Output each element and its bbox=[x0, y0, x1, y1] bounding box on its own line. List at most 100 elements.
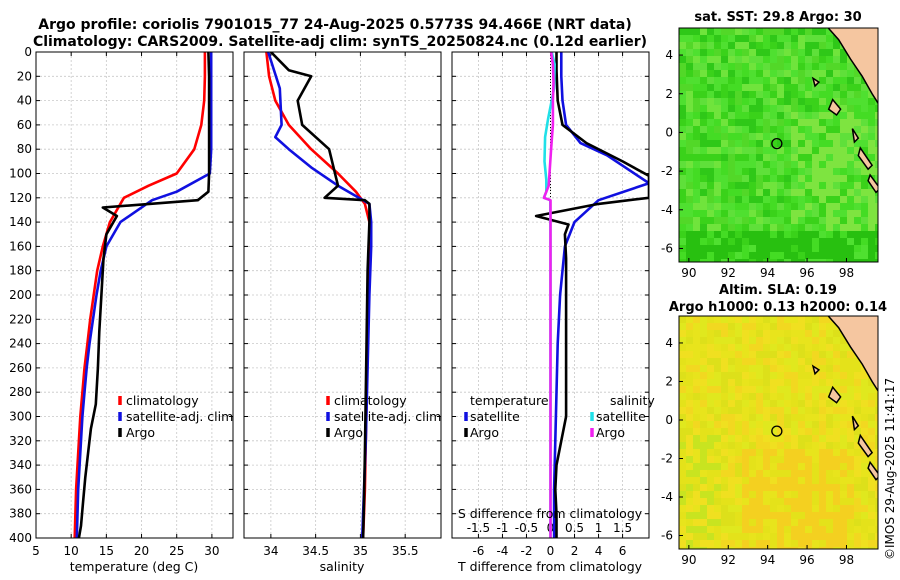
map-cell bbox=[700, 161, 708, 169]
map-cell bbox=[861, 147, 869, 155]
map-cell bbox=[700, 540, 708, 548]
map-cell bbox=[763, 316, 771, 324]
land-coastline bbox=[827, 28, 878, 105]
map-cell bbox=[805, 526, 813, 534]
map-cell bbox=[861, 210, 869, 218]
map-cell bbox=[791, 316, 799, 324]
map-cell bbox=[798, 337, 806, 345]
temperature-xlabel: temperature (deg C) bbox=[70, 559, 199, 574]
map-cell bbox=[819, 484, 827, 492]
map-cell bbox=[805, 70, 813, 78]
map-cell bbox=[735, 112, 743, 120]
map-cell bbox=[805, 112, 813, 120]
map-cell bbox=[686, 210, 694, 218]
map-cell bbox=[805, 456, 813, 464]
map-cell bbox=[721, 337, 729, 345]
map-cell bbox=[707, 512, 715, 520]
map-cell bbox=[693, 133, 701, 141]
map-cell bbox=[770, 63, 778, 71]
map-cell bbox=[721, 547, 729, 549]
map-cell bbox=[861, 119, 869, 127]
lon-tick-label: 90 bbox=[681, 553, 696, 567]
map-cell bbox=[693, 393, 701, 401]
map-cell bbox=[693, 42, 701, 50]
map-cell bbox=[770, 386, 778, 394]
map-cell bbox=[770, 119, 778, 127]
map-cell bbox=[714, 245, 722, 253]
map-cell bbox=[840, 358, 848, 366]
map-cell bbox=[770, 196, 778, 204]
map-cell bbox=[756, 393, 764, 401]
map-cell bbox=[805, 358, 813, 366]
map-cell bbox=[826, 77, 834, 85]
map-cell bbox=[840, 540, 848, 548]
map-cell bbox=[805, 400, 813, 408]
map-cell bbox=[749, 182, 757, 190]
map-cell bbox=[784, 252, 792, 260]
map-cell bbox=[679, 365, 687, 373]
map-cell bbox=[861, 98, 869, 106]
map-cell bbox=[721, 456, 729, 464]
map-cell bbox=[777, 245, 785, 253]
map-cell bbox=[749, 98, 757, 106]
map-cell bbox=[707, 182, 715, 190]
map-cell bbox=[756, 210, 764, 218]
map-cell bbox=[742, 463, 750, 471]
island bbox=[811, 76, 821, 88]
map-cell bbox=[735, 133, 743, 141]
map-cell bbox=[819, 175, 827, 183]
map-cell bbox=[749, 442, 757, 450]
depth-tick-label: 280 bbox=[9, 385, 32, 399]
map-cell bbox=[763, 491, 771, 499]
map-cell bbox=[784, 217, 792, 225]
map-cell bbox=[819, 56, 827, 64]
map-cell bbox=[812, 147, 820, 155]
map-cell bbox=[875, 175, 878, 183]
map-cell bbox=[721, 147, 729, 155]
map-cell bbox=[756, 217, 764, 225]
map-cell bbox=[749, 35, 757, 43]
map-cell bbox=[798, 484, 806, 492]
map-cell bbox=[721, 498, 729, 506]
map-cell bbox=[707, 463, 715, 471]
lon-tick-label: 94 bbox=[760, 266, 775, 280]
map-cell bbox=[714, 477, 722, 485]
map-cell bbox=[686, 63, 694, 71]
map-cell bbox=[735, 498, 743, 506]
legend-label: satellite bbox=[596, 409, 646, 424]
map-cell bbox=[735, 105, 743, 113]
x-tick-label: 5 bbox=[32, 544, 40, 558]
map-cell bbox=[693, 505, 701, 513]
map-cell bbox=[847, 526, 855, 534]
map-cell bbox=[735, 323, 743, 331]
map-cell bbox=[728, 126, 736, 134]
map-cell bbox=[777, 70, 785, 78]
map-cell bbox=[854, 182, 862, 190]
map-cell bbox=[812, 245, 820, 253]
map-cell bbox=[714, 189, 722, 197]
map-cell bbox=[812, 351, 820, 359]
map-cell bbox=[812, 519, 820, 527]
map-cell bbox=[700, 351, 708, 359]
map-cell bbox=[679, 28, 687, 36]
map-cell bbox=[826, 512, 834, 520]
map-cell bbox=[826, 252, 834, 260]
map-cell bbox=[784, 168, 792, 176]
map-cell bbox=[728, 540, 736, 548]
map-cell bbox=[749, 484, 757, 492]
map-cell bbox=[693, 98, 701, 106]
map-cell bbox=[840, 449, 848, 457]
map-cell bbox=[700, 210, 708, 218]
map-cell bbox=[763, 63, 771, 71]
island bbox=[851, 415, 860, 432]
map-cell bbox=[714, 358, 722, 366]
map-cell bbox=[784, 477, 792, 485]
map-cell bbox=[728, 210, 736, 218]
map-cell bbox=[700, 49, 708, 57]
map-cell bbox=[847, 414, 855, 422]
map-cell bbox=[700, 491, 708, 499]
map-cell bbox=[714, 175, 722, 183]
map-cell bbox=[812, 168, 820, 176]
lon-tick-label: 96 bbox=[799, 266, 814, 280]
map-cell bbox=[854, 407, 862, 415]
